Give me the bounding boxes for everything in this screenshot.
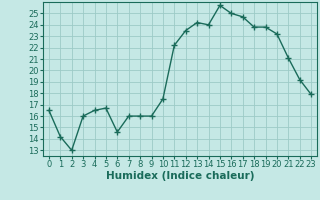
X-axis label: Humidex (Indice chaleur): Humidex (Indice chaleur): [106, 171, 254, 181]
